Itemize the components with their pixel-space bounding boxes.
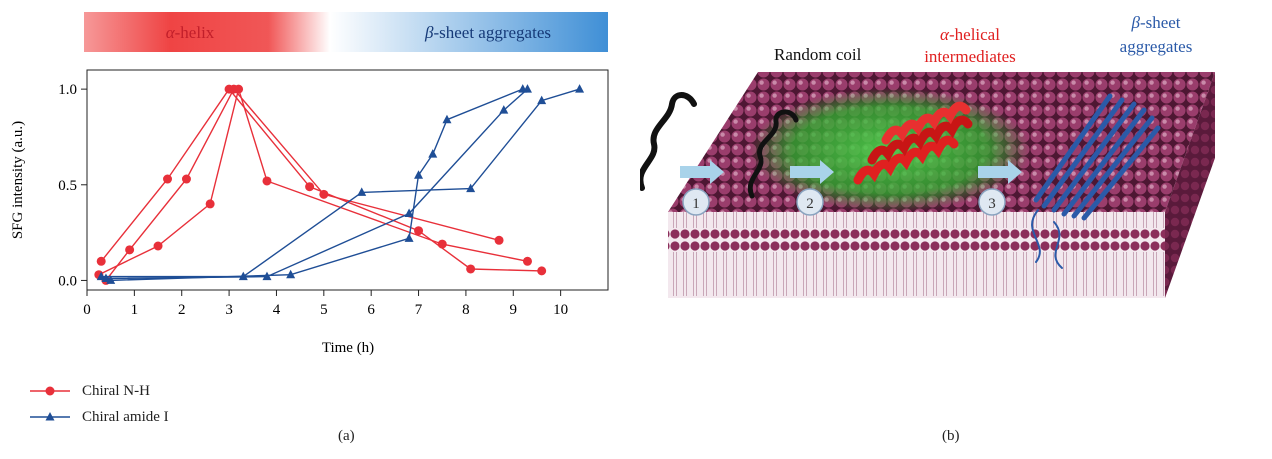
x-tick-label: 7 (415, 302, 423, 318)
x-tick-label: 4 (273, 302, 281, 318)
data-point-chiral-amide-i (101, 273, 111, 283)
y-axis-title: SFG intensity (a.u.) (10, 121, 26, 239)
data-point-chiral-amide-i (537, 95, 547, 105)
process-arrows (680, 160, 1022, 184)
data-point-chiral-n-h (319, 189, 329, 199)
alpha-helix-band-label: α-helix (166, 23, 215, 42)
x-tick-label: 10 (553, 302, 568, 318)
step-1-number: 1 (692, 196, 700, 212)
data-point-chiral-amide-i (414, 170, 424, 179)
beta-sheet-aggregates-icon (1031, 93, 1161, 269)
legend-label-chiral-amide: Chiral amide I (82, 408, 169, 425)
step-3-number: 3 (988, 196, 996, 212)
data-point-chiral-n-h (205, 199, 215, 209)
beta-sheet-band-label: β-sheet aggregates (424, 23, 551, 42)
chart-legend: Chiral N-H Chiral amide I (28, 378, 169, 430)
data-point-chiral-n-h (262, 176, 272, 186)
data-point-chiral-n-h (163, 174, 173, 184)
data-point-chiral-amide-i (96, 271, 106, 281)
membrane-side-face (1165, 72, 1215, 298)
alpha-helical-label: α-helical (940, 25, 1000, 44)
random-coil-peptide-icon (637, 92, 697, 191)
data-point-chiral-n-h (305, 182, 315, 192)
x-tick-label: 9 (510, 302, 518, 318)
beta-sheet-label: β-sheet (1130, 13, 1180, 32)
data-point-chiral-n-h (494, 235, 504, 245)
y-tick-label: 1.0 (58, 82, 77, 98)
data-point-chiral-amide-i (428, 149, 438, 158)
sfg-chart: α-helix β-sheet aggregates 0.0 0.5 1.0 0 1 2… (10, 12, 609, 356)
plot-frame (86, 69, 609, 291)
data-point-chiral-amide-i (499, 105, 509, 114)
x-tick-label: 3 (225, 302, 233, 318)
x-tick-label: 1 (131, 302, 139, 318)
x-tick-label: 2 (178, 302, 186, 318)
x-tick-label: 8 (462, 302, 470, 318)
step-1-marker (682, 188, 710, 216)
data-point-chiral-n-h (153, 241, 163, 251)
legend-label-chiral-nh: Chiral N-H (82, 382, 150, 399)
step-2-marker (796, 188, 824, 216)
step-markers: 1 2 3 (682, 188, 1006, 216)
x-axis: 0 1 2 3 4 5 6 7 8 9 10 (83, 290, 568, 318)
data-point-chiral-n-h (181, 174, 191, 184)
step-2-number: 2 (806, 196, 814, 212)
data-point-chiral-amide-i (286, 269, 296, 279)
intermediates-label: intermediates (924, 47, 1016, 66)
series-line-chiral-n-h (105, 87, 500, 281)
data-point-chiral-amide-i (442, 114, 452, 124)
data-point-chiral-n-h (96, 256, 106, 266)
panel-a: α-helix β-sheet aggregates 0.0 0.5 1.0 0 1 2… (10, 12, 609, 444)
legend-item-chiral-amide: Chiral amide I (28, 404, 169, 430)
data-point-chiral-n-h (522, 256, 532, 266)
arrow-1-icon (680, 160, 724, 184)
membrane-illustration: 1 2 3 Random coil α-helical intermediate… (637, 13, 1215, 298)
y-tick-label: 0.0 (58, 273, 77, 289)
legend-item-chiral-nh: Chiral N-H (28, 378, 169, 404)
data-point-chiral-amide-i (404, 208, 414, 217)
series-line-chiral-amide-i (101, 88, 580, 278)
alpha-helix-band (84, 12, 330, 52)
adsorbed-coil-peptide-icon (747, 109, 799, 199)
panel-b: 1 2 3 Random coil α-helical intermediate… (637, 0, 1272, 459)
series-line-chiral-amide-i (105, 88, 528, 280)
data-point-chiral-amide-i (575, 84, 585, 93)
x-tick-label: 6 (367, 302, 375, 318)
data-point-chiral-n-h (125, 245, 135, 255)
x-axis-title: Time (h) (322, 340, 374, 356)
alpha-helix-intermediates-icon (853, 101, 973, 185)
beta-sheet-band (330, 12, 608, 52)
membrane-front-face (668, 212, 1165, 298)
panel-b-label: (b) (942, 428, 960, 444)
data-point-chiral-n-h (234, 84, 244, 94)
x-tick-label: 5 (320, 302, 328, 318)
series-line-chiral-amide-i (110, 88, 523, 282)
data-point-chiral-amide-i (357, 187, 367, 196)
series-layer (94, 84, 585, 285)
arrow-3-icon (978, 160, 1022, 184)
data-point-chiral-n-h (414, 226, 424, 236)
data-point-chiral-n-h (537, 266, 547, 276)
x-tick-label: 0 (83, 302, 91, 318)
data-point-chiral-amide-i (106, 275, 116, 284)
data-point-chiral-n-h (437, 239, 447, 249)
arrow-2-icon (790, 160, 834, 184)
legend-marker-triangle-icon (30, 412, 70, 421)
data-point-chiral-amide-i (404, 233, 414, 242)
data-point-chiral-amide-i (518, 84, 528, 93)
legend-marker-circle-icon (30, 386, 70, 396)
random-coil-label: Random coil (774, 45, 862, 64)
panel-a-label: (a) (338, 428, 355, 444)
y-axis: 0.0 0.5 1.0 (58, 82, 87, 289)
aggregates-label: aggregates (1120, 37, 1193, 56)
data-point-chiral-n-h (466, 264, 476, 274)
y-tick-label: 0.5 (58, 178, 77, 194)
step-3-marker (978, 188, 1006, 216)
data-point-chiral-amide-i (466, 183, 476, 193)
